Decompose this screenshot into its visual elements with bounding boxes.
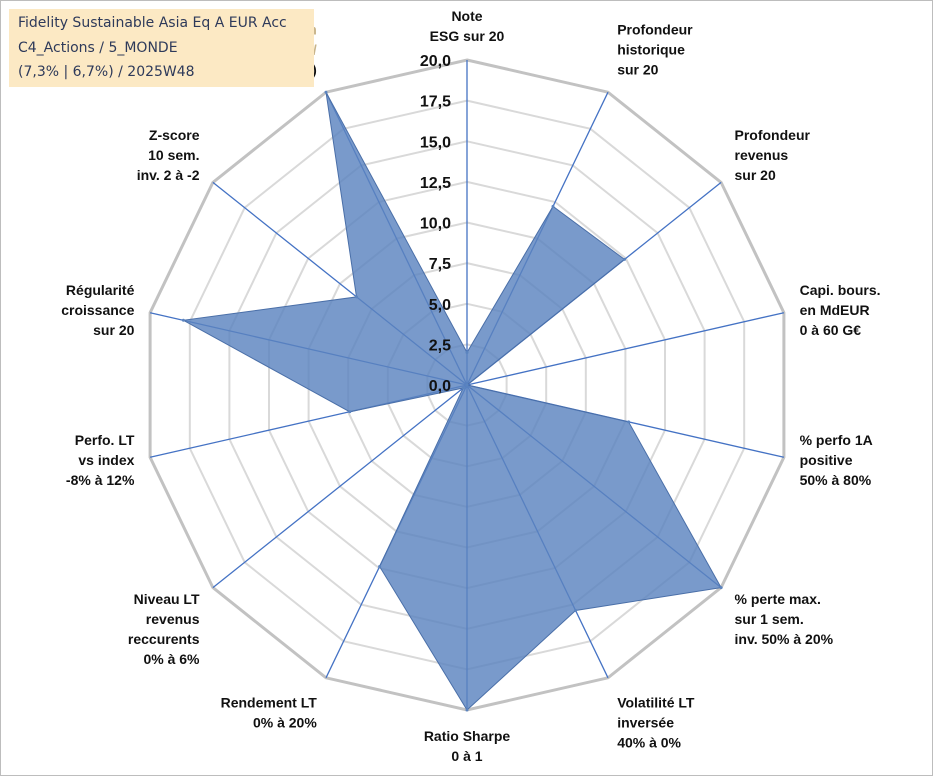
axis-label-line: Profondeur: [617, 21, 693, 37]
data-point: [355, 295, 358, 299]
data-point: [719, 586, 723, 590]
axis-label-line: 0% à 6%: [143, 651, 200, 667]
axis-label-line: sur 20: [93, 322, 134, 338]
axis-spoke: [212, 384, 468, 589]
axis-label: Régularité croissance sur 20: [61, 282, 134, 338]
fund-period: (7,3% | 6,7%) / 2025W48: [18, 64, 195, 80]
axis-label-line: positive: [800, 452, 853, 468]
axis-label-line: Perfo. LT: [75, 432, 135, 448]
axis-label-line: inversée: [617, 715, 674, 731]
tick-label: 10,0: [420, 216, 451, 233]
axis-label: Profondeur historique sur 20: [617, 21, 693, 77]
data-point: [623, 257, 626, 261]
data-point: [551, 204, 555, 208]
axis-label-line: 40% à 0%: [617, 735, 681, 751]
axis-label-line: 0% à 20%: [253, 715, 317, 731]
axis-label-line: historique: [617, 41, 685, 57]
axis-label-line: 50% à 80%: [800, 472, 872, 488]
data-point: [465, 383, 469, 387]
axis-label-line: Profondeur: [735, 127, 811, 143]
radar-series: [181, 90, 723, 712]
tick-label: 5,0: [429, 297, 451, 314]
axis-label: Rendement LT 0% à 20%: [221, 695, 318, 731]
tick-label: 2,5: [429, 337, 451, 354]
axis-label: Volatilité LT inversée 40% à 0%: [617, 695, 695, 751]
tick-label: 17,5: [420, 94, 451, 111]
axis-label-line: sur 1 sem.: [735, 611, 804, 627]
chart-title-box: Fidelity Sustainable Asia Eq A EUR Acc C…: [9, 9, 314, 87]
data-point: [378, 565, 382, 568]
data-point: [574, 609, 578, 612]
axis-label: Note ESG sur 20: [430, 8, 505, 44]
tick-label: 20,0: [420, 53, 451, 70]
axis-spoke: [466, 312, 785, 386]
axis-label-line: revenus: [146, 611, 200, 627]
axis-label: Profondeur revenus sur 20: [735, 127, 811, 183]
data-point: [324, 90, 328, 94]
axis-label-line: sur 20: [617, 61, 658, 77]
axis-label-line: Ratio Sharpe: [424, 728, 511, 744]
data-point: [181, 318, 185, 322]
axis-label-line: Z-score: [149, 127, 200, 143]
data-point: [465, 708, 469, 712]
tick-label: 7,5: [429, 256, 451, 273]
fund-category: C4_Actions / 5_MONDE: [18, 40, 178, 56]
axis-label: Perfo. LT vs index -8% à 12%: [66, 432, 135, 488]
data-point: [465, 351, 469, 354]
axis-label-line: en MdEUR: [800, 302, 870, 318]
axis-label: Ratio Sharpe 0 à 1: [424, 728, 511, 764]
axis-label: Z-score 10 sem. inv. 2 à -2: [137, 127, 200, 183]
axis-label-line: % perfo 1A: [800, 432, 873, 448]
axis-label-line: Rendement LT: [221, 695, 318, 711]
axis-label-line: Note: [451, 8, 482, 24]
data-point: [627, 420, 631, 424]
axis-label: % perte max. sur 1 sem. inv. 50% à 20%: [735, 591, 834, 647]
tick-label: 12,5: [420, 175, 451, 192]
tick-label: 15,0: [420, 134, 451, 151]
fund-name: Fidelity Sustainable Asia Eq A EUR Acc: [18, 15, 287, 31]
axis-label-line: Volatilité LT: [617, 695, 695, 711]
axis-label-line: inv. 2 à -2: [137, 167, 200, 183]
data-point: [348, 410, 352, 414]
axis-label-line: Niveau LT: [134, 591, 200, 607]
axis-label-line: vs index: [78, 452, 134, 468]
axis-label-line: reccurents: [128, 631, 200, 647]
axis-label-line: croissance: [61, 302, 134, 318]
axis-label: % perfo 1A positive 50% à 80%: [800, 432, 873, 488]
tick-label: 0,0: [429, 378, 451, 395]
axis-label-line: sur 20: [735, 167, 776, 183]
axis-label: Capi. bours. en MdEUR 0 à 60 G€: [800, 282, 881, 338]
axis-label-line: revenus: [735, 147, 789, 163]
axis-label-line: ESG sur 20: [430, 28, 505, 44]
axis-label-line: % perte max.: [735, 591, 821, 607]
axis-label-line: 0 à 60 G€: [800, 322, 862, 338]
axis-label-line: -8% à 12%: [66, 472, 135, 488]
data-point: [461, 386, 465, 390]
axis-label-line: Régularité: [66, 282, 135, 298]
axis-label-line: 10 sem.: [148, 147, 199, 163]
axis-label-line: Capi. bours.: [800, 282, 881, 298]
radar-tick-labels: 0,0 2,5 5,0 7,5 10,0 12,5 15,0 17,5 20,0: [420, 53, 451, 395]
axis-label-line: 0 à 1: [451, 748, 482, 764]
axis-label-line: inv. 50% à 20%: [735, 631, 834, 647]
axis-label: Niveau LT revenus reccurents 0% à 6%: [128, 591, 200, 667]
